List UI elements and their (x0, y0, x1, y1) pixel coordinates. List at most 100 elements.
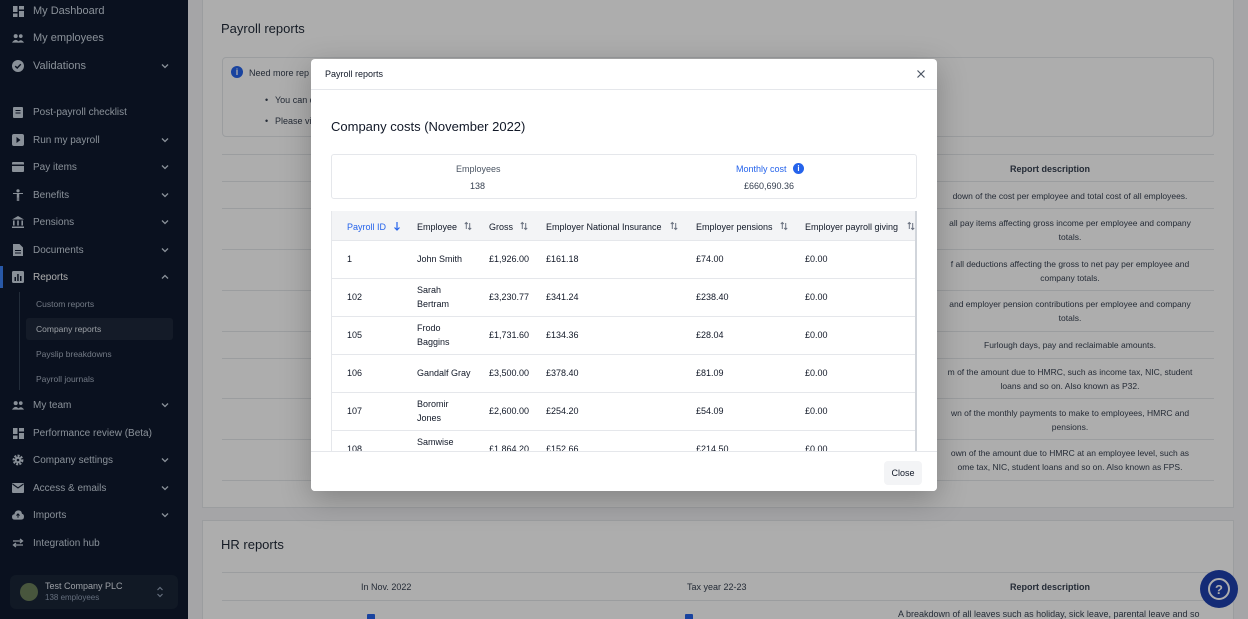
sidebar-subitem-custom-reports[interactable]: Custom reports (36, 299, 95, 309)
column-header-payroll-id[interactable]: Payroll ID (347, 222, 387, 232)
sidebar-item-reports[interactable]: Reports (0, 265, 188, 289)
cell-employer-ni: £341.24 (546, 292, 579, 302)
cell-employer-ni: £254.20 (546, 406, 579, 416)
info-icon: i (231, 66, 243, 78)
cell-employee: Sarah Bertram (417, 285, 450, 309)
sidebar-item-label: Integration hub (33, 537, 100, 549)
sidebar-item-my-team[interactable]: My team (0, 393, 188, 417)
sidebar-subitem-payroll-journals[interactable]: Payroll journals (36, 374, 95, 384)
sidebar-item-my-dashboard[interactable]: My Dashboard (0, 0, 188, 23)
checkbox[interactable] (685, 614, 693, 619)
modal-title: Payroll reports (325, 69, 384, 79)
sort-icon[interactable] (907, 221, 915, 231)
cell-employer-payroll-giving: £0.00 (805, 406, 828, 416)
chevron-down-icon (161, 220, 169, 225)
chevron-down-icon (161, 486, 169, 491)
benefits-icon (12, 189, 24, 201)
sidebar-item-validations[interactable]: Validations (0, 54, 188, 78)
sidebar-item-my-employees[interactable]: My employees (0, 26, 188, 50)
cell-gross: £2,600.00 (489, 406, 530, 416)
sidebar-item-label: My Dashboard (33, 5, 105, 17)
cell-employer-ni: £134.36 (546, 330, 579, 340)
column-header-employer-ni[interactable]: Employer National Insurance (546, 222, 662, 232)
sidebar-item-imports[interactable]: Imports (0, 503, 188, 527)
report-description: own of the amount due to HMRC at an empl… (950, 448, 1190, 472)
submenu-rail (19, 292, 20, 390)
company-costs-table: Payroll ID Employee Gross Employer Natio… (331, 211, 917, 451)
sort-icon[interactable] (520, 221, 528, 231)
sidebar-item-benefits[interactable]: Benefits (0, 183, 188, 207)
report-description: Furlough days, pay and reclaimable amoun… (984, 340, 1156, 350)
sidebar-subitem-company-reports[interactable]: Company reports (26, 318, 173, 340)
cell-employer-payroll-giving: £0.00 (805, 254, 828, 264)
table-row: 106 Gandalf Gray £3,500.00 £378.40 £81.0… (332, 355, 915, 393)
swap-icon (12, 537, 24, 549)
cell-employer-payroll-giving: £0.00 (805, 330, 828, 340)
help-button[interactable]: ? (1200, 570, 1238, 608)
table-row: 105 Frodo Baggins £1,731.60 £134.36 £28.… (332, 317, 915, 355)
table-row: 108 Samwise £1,864.20 £152.66 £214.50 £0… (332, 431, 915, 451)
gear-icon (12, 454, 24, 466)
sidebar-item-access-emails[interactable]: Access & emails (0, 476, 188, 500)
report-description: wn of the monthly payments to make to em… (950, 408, 1190, 432)
table-row: 1 John Smith £1,926.00 £161.18 £74.00 £0… (332, 241, 915, 279)
sidebar-item-integration-hub[interactable]: Integration hub (0, 531, 188, 555)
report-description: all pay items affecting gross income per… (949, 218, 1191, 242)
column-header-employee[interactable]: Employee (417, 222, 458, 232)
company-employee-count: 138 employees (45, 593, 100, 602)
sidebar-item-pay-items[interactable]: Pay items (0, 155, 188, 179)
sidebar-item-label: My employees (33, 32, 104, 44)
sidebar-item-label: My team (33, 399, 72, 411)
sidebar-item-post-payroll-checklist[interactable]: Post-payroll checklist (0, 100, 188, 124)
sidebar-item-performance-review[interactable]: Performance review (Beta) (0, 421, 188, 445)
cell-employee: Boromir Jones (417, 399, 449, 423)
cell-employer-payroll-giving: £0.00 (805, 368, 828, 378)
sidebar-item-pensions[interactable]: Pensions (0, 210, 188, 234)
close-button[interactable]: Close (884, 461, 922, 485)
company-switcher[interactable]: Test Company PLC 138 employees (10, 575, 178, 609)
hr-column-header: Tax year 22-23 (687, 582, 747, 592)
cell-payroll-id: 105 (347, 330, 363, 340)
sidebar-item-label: Performance review (Beta) (33, 427, 152, 439)
hr-reports-title: HR reports (221, 537, 284, 552)
table-row: 102 Sarah Bertram £3,230.77 £341.24 £238… (332, 279, 915, 317)
table-header: Payroll ID Employee Gross Employer Natio… (332, 211, 915, 241)
report-description: f all deductions affecting the gross to … (950, 259, 1190, 283)
sidebar-subitem-payslip-breakdowns[interactable]: Payslip breakdowns (36, 349, 112, 359)
chevron-down-icon (161, 64, 169, 69)
cell-employer-ni: £152.66 (546, 444, 579, 451)
cell-payroll-id: 107 (347, 406, 363, 416)
cell-gross: £1,731.60 (489, 330, 530, 340)
column-header-employer-pensions[interactable]: Employer pensions (696, 222, 773, 232)
sidebar: My Dashboard My employees Validations Po… (0, 0, 188, 619)
report-description: and employer pension contributions per e… (949, 299, 1191, 323)
report-description: down of the cost per employee and total … (952, 191, 1188, 201)
chevron-down-icon (161, 193, 169, 198)
sort-desc-icon[interactable] (393, 221, 401, 231)
monthly-cost-label[interactable]: Monthly cost (736, 164, 787, 174)
sort-icon[interactable] (780, 221, 788, 231)
close-icon[interactable] (915, 68, 927, 80)
cell-employer-payroll-giving: £0.00 (805, 292, 828, 302)
info-bullet-dot: • (265, 116, 269, 126)
cell-employer-pensions: £54.09 (696, 406, 724, 416)
sidebar-item-label: Access & emails (33, 482, 107, 494)
hr-report-description: A breakdown of all leaves such as holida… (898, 609, 1200, 619)
column-header-employer-payroll-giving[interactable]: Employer payroll giving (805, 222, 899, 232)
sidebar-item-label: Imports (33, 509, 67, 521)
grid-icon (12, 427, 24, 439)
chevron-down-icon (161, 403, 169, 408)
chevron-down-icon (161, 165, 169, 170)
info-heading: Need more rep (249, 68, 310, 78)
sidebar-item-run-my-payroll[interactable]: Run my payroll (0, 128, 188, 152)
cell-employee: Frodo Baggins (417, 323, 450, 347)
column-header-gross[interactable]: Gross (489, 222, 514, 232)
play-circle-icon (12, 134, 24, 146)
sort-icon[interactable] (670, 221, 678, 231)
checkbox[interactable] (367, 614, 375, 619)
sidebar-item-label: Validations (33, 60, 86, 72)
sidebar-item-documents[interactable]: Documents (0, 238, 188, 262)
sort-icon[interactable] (464, 221, 472, 231)
sidebar-item-company-settings[interactable]: Company settings (0, 448, 188, 472)
info-icon[interactable]: i (793, 163, 804, 174)
